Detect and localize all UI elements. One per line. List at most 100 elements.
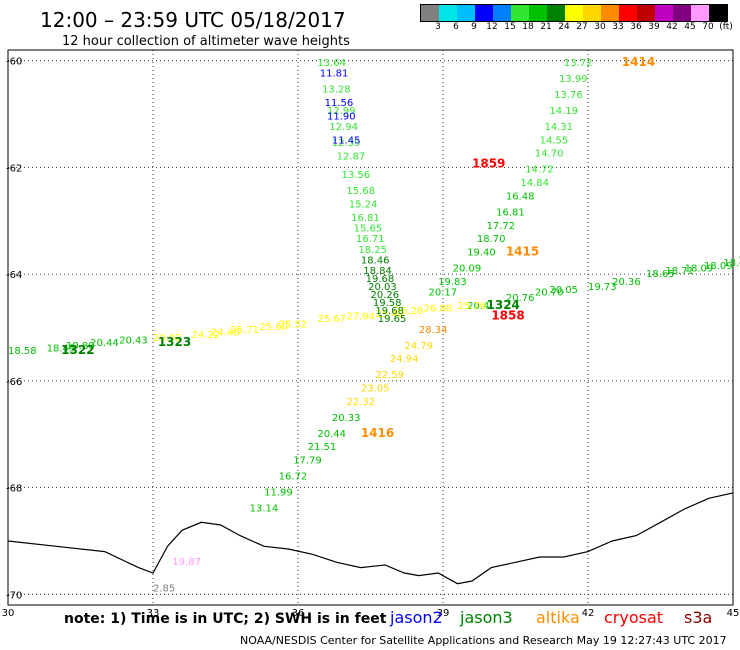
footer-note: note: 1) Time is in UTC; 2) SWH is in fe… <box>64 611 387 627</box>
scale-label: 42 <box>666 22 678 32</box>
lat-label: -62 <box>6 163 22 174</box>
wave-height-value: 25.71 <box>230 325 259 336</box>
wave-height-value: 20.26 <box>371 290 400 301</box>
color-scale-bar <box>420 4 728 22</box>
wave-height-value: 17.79 <box>293 456 322 467</box>
pass-time-label: 1858 <box>491 308 524 322</box>
wave-height-value: 17.04 <box>738 255 740 266</box>
wave-height-value: 19.68 <box>375 306 404 317</box>
wave-height-value: 16.81 <box>351 213 380 224</box>
wave-height-value: 12.59 <box>332 138 361 149</box>
scale-swatch <box>583 5 601 21</box>
scale-swatch <box>547 5 565 21</box>
wave-height-value: 20.05 <box>549 285 578 296</box>
wave-height-value: 24.22 <box>192 330 221 341</box>
scale-swatch <box>619 5 637 21</box>
wave-height-value: 14.31 <box>545 122 574 133</box>
pass-time-label: 1414 <box>622 55 655 69</box>
scale-label: 30 <box>594 22 606 32</box>
satellite-legend-cryosat: cryosat <box>604 608 664 627</box>
wave-height-value: 20.70 <box>535 287 564 298</box>
scale-label: 39 <box>648 22 660 32</box>
wave-height-value: 13.56 <box>342 170 371 181</box>
lat-label: -64 <box>6 270 22 281</box>
pass-time-label: 1322 <box>61 343 94 357</box>
pass-time-label: 1324 <box>487 298 520 312</box>
lat-label: -66 <box>6 377 22 388</box>
wave-height-value: 22.59 <box>375 370 404 381</box>
wave-height-value: 20.36 <box>612 277 641 288</box>
scale-label: 36 <box>630 22 642 32</box>
wave-height-value: 11.56 <box>325 98 354 109</box>
wave-height-value: 16.72 <box>279 472 308 483</box>
wave-height-value: 20.09 <box>453 263 482 274</box>
map-title: 12:00 – 23:59 UTC 05/18/2017 <box>40 8 346 32</box>
scale-swatch <box>439 5 457 21</box>
wave-height-value: 18.09 <box>685 263 714 274</box>
wave-height-value: 25.52 <box>279 320 308 331</box>
wave-height-value: 13.99 <box>559 74 588 85</box>
wave-height-value: 25.76 <box>458 301 487 312</box>
wave-height-value: 15.24 <box>349 199 378 210</box>
wave-height-value: 14.19 <box>549 106 578 117</box>
wave-height-value: 2.85 <box>153 584 175 595</box>
wave-height-value: 13.72 <box>564 58 593 69</box>
lat-label: -70 <box>6 590 22 601</box>
wave-height-value: 19.40 <box>467 247 496 258</box>
wave-height-value: 19.73 <box>588 282 617 293</box>
wave-height-value: 24.48 <box>211 328 240 339</box>
wave-height-value: 13.64 <box>317 58 346 69</box>
scale-label: 24 <box>558 22 570 32</box>
scale-label: 3 <box>435 22 441 32</box>
wave-height-value: 19.65 <box>378 314 407 325</box>
wave-height-value: 16.48 <box>506 191 535 202</box>
lat-label: -60 <box>6 57 22 68</box>
wave-height-value: 11.90 <box>327 111 356 122</box>
coastline <box>7 492 734 585</box>
lon-label: 42 <box>582 608 595 619</box>
wave-height-value: 23.05 <box>361 384 390 395</box>
scale-swatch <box>637 5 655 21</box>
wave-height-value: 24.94 <box>390 354 419 365</box>
scale-label: 12 <box>486 22 498 32</box>
scale-label: 33 <box>612 22 624 32</box>
wave-height-value: 18.84 <box>363 266 392 277</box>
scale-swatch <box>457 5 475 21</box>
wave-height-value: 14.70 <box>535 149 564 160</box>
scale-swatch <box>691 5 709 21</box>
wave-height-value: 18.65 <box>646 269 675 280</box>
wave-height-value: 20.92 <box>153 333 182 344</box>
wave-height-value: 28.34 <box>419 325 448 336</box>
lon-label: 36 <box>292 608 305 619</box>
wave-height-value: 25.67 <box>317 314 346 325</box>
wave-height-value: 20.17 <box>429 287 458 298</box>
wave-height-value: 18.46 <box>361 255 390 266</box>
satellite-legend-jason2: jason2 <box>390 608 443 627</box>
scale-swatch <box>709 5 727 21</box>
wave-height-value: 26.88 <box>424 303 453 314</box>
wave-height-value: 16.71 <box>356 234 385 245</box>
wave-height-value: 11.45 <box>332 135 361 146</box>
wave-height-value: 18.45 <box>47 344 76 355</box>
wave-height-value: 18.71 <box>665 266 694 277</box>
credit-line: NOAA/NESDIS Center for Satellite Applica… <box>240 634 727 647</box>
wave-height-value: 19.58 <box>373 298 402 309</box>
scale-label: 27 <box>576 22 588 32</box>
wave-height-value: 21.51 <box>308 442 337 453</box>
wave-height-value: 20.76 <box>506 293 535 304</box>
lon-label: 30 <box>2 608 15 619</box>
wave-height-value: 20.43 <box>119 336 148 347</box>
scale-swatch <box>565 5 583 21</box>
scale-label: 9 <box>471 22 477 32</box>
wave-height-value: 12.99 <box>327 106 356 117</box>
wave-height-value: 24.79 <box>404 341 433 352</box>
wave-height-value: 13.14 <box>250 504 279 515</box>
wave-height-value: 14.55 <box>540 135 569 146</box>
lon-label: 45 <box>727 608 740 619</box>
wave-height-value: 25.60 <box>259 322 288 333</box>
wave-height-value: 19.87 <box>172 557 201 568</box>
wave-height-value: 25.42 <box>375 309 404 320</box>
scale-label: 45 <box>684 22 696 32</box>
wave-height-value: 11.81 <box>320 69 349 80</box>
